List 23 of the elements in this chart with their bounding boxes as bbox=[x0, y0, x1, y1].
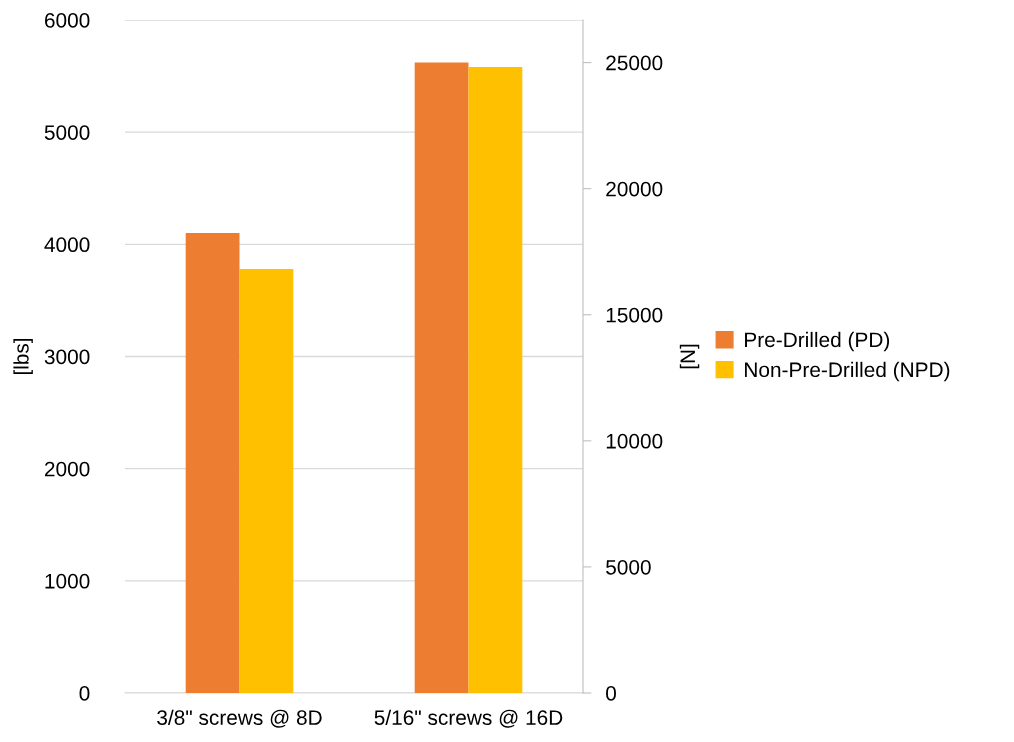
y2-tick-label: 20000 bbox=[606, 181, 663, 197]
y-tick-label: 2000 bbox=[44, 461, 90, 477]
y-tick-label: 6000 bbox=[44, 13, 90, 28]
y-tick-label: 4000 bbox=[44, 237, 90, 253]
y-tick-label: 1000 bbox=[45, 573, 90, 589]
x-tick-label: 5/16" screws @ 16D bbox=[374, 709, 563, 728]
y-tick-label: 0 bbox=[79, 686, 90, 701]
bar bbox=[185, 233, 240, 693]
y-tick-label: 5000 bbox=[44, 125, 90, 140]
y2-tick-label: 15000 bbox=[606, 307, 663, 323]
y-axis-title: [lbs] bbox=[13, 338, 33, 375]
y2-tick-label: 25000 bbox=[606, 55, 663, 71]
bar bbox=[414, 62, 469, 693]
legend-label: Non-Pre-Drilled (NPD) bbox=[745, 361, 950, 382]
y2-tick-label: 5000 bbox=[606, 559, 651, 575]
bar bbox=[468, 67, 523, 693]
y-tick-label: 3000 bbox=[44, 349, 90, 365]
x-tick-label: 3/8" screws @ 8D bbox=[157, 709, 322, 728]
y2-tick-label: 0 bbox=[606, 686, 616, 701]
bar bbox=[239, 269, 294, 693]
y2-axis-title: [N] bbox=[679, 344, 700, 369]
legend-label: Pre-Drilled (PD) bbox=[745, 331, 890, 352]
y2-tick-label: 10000 bbox=[606, 433, 663, 449]
